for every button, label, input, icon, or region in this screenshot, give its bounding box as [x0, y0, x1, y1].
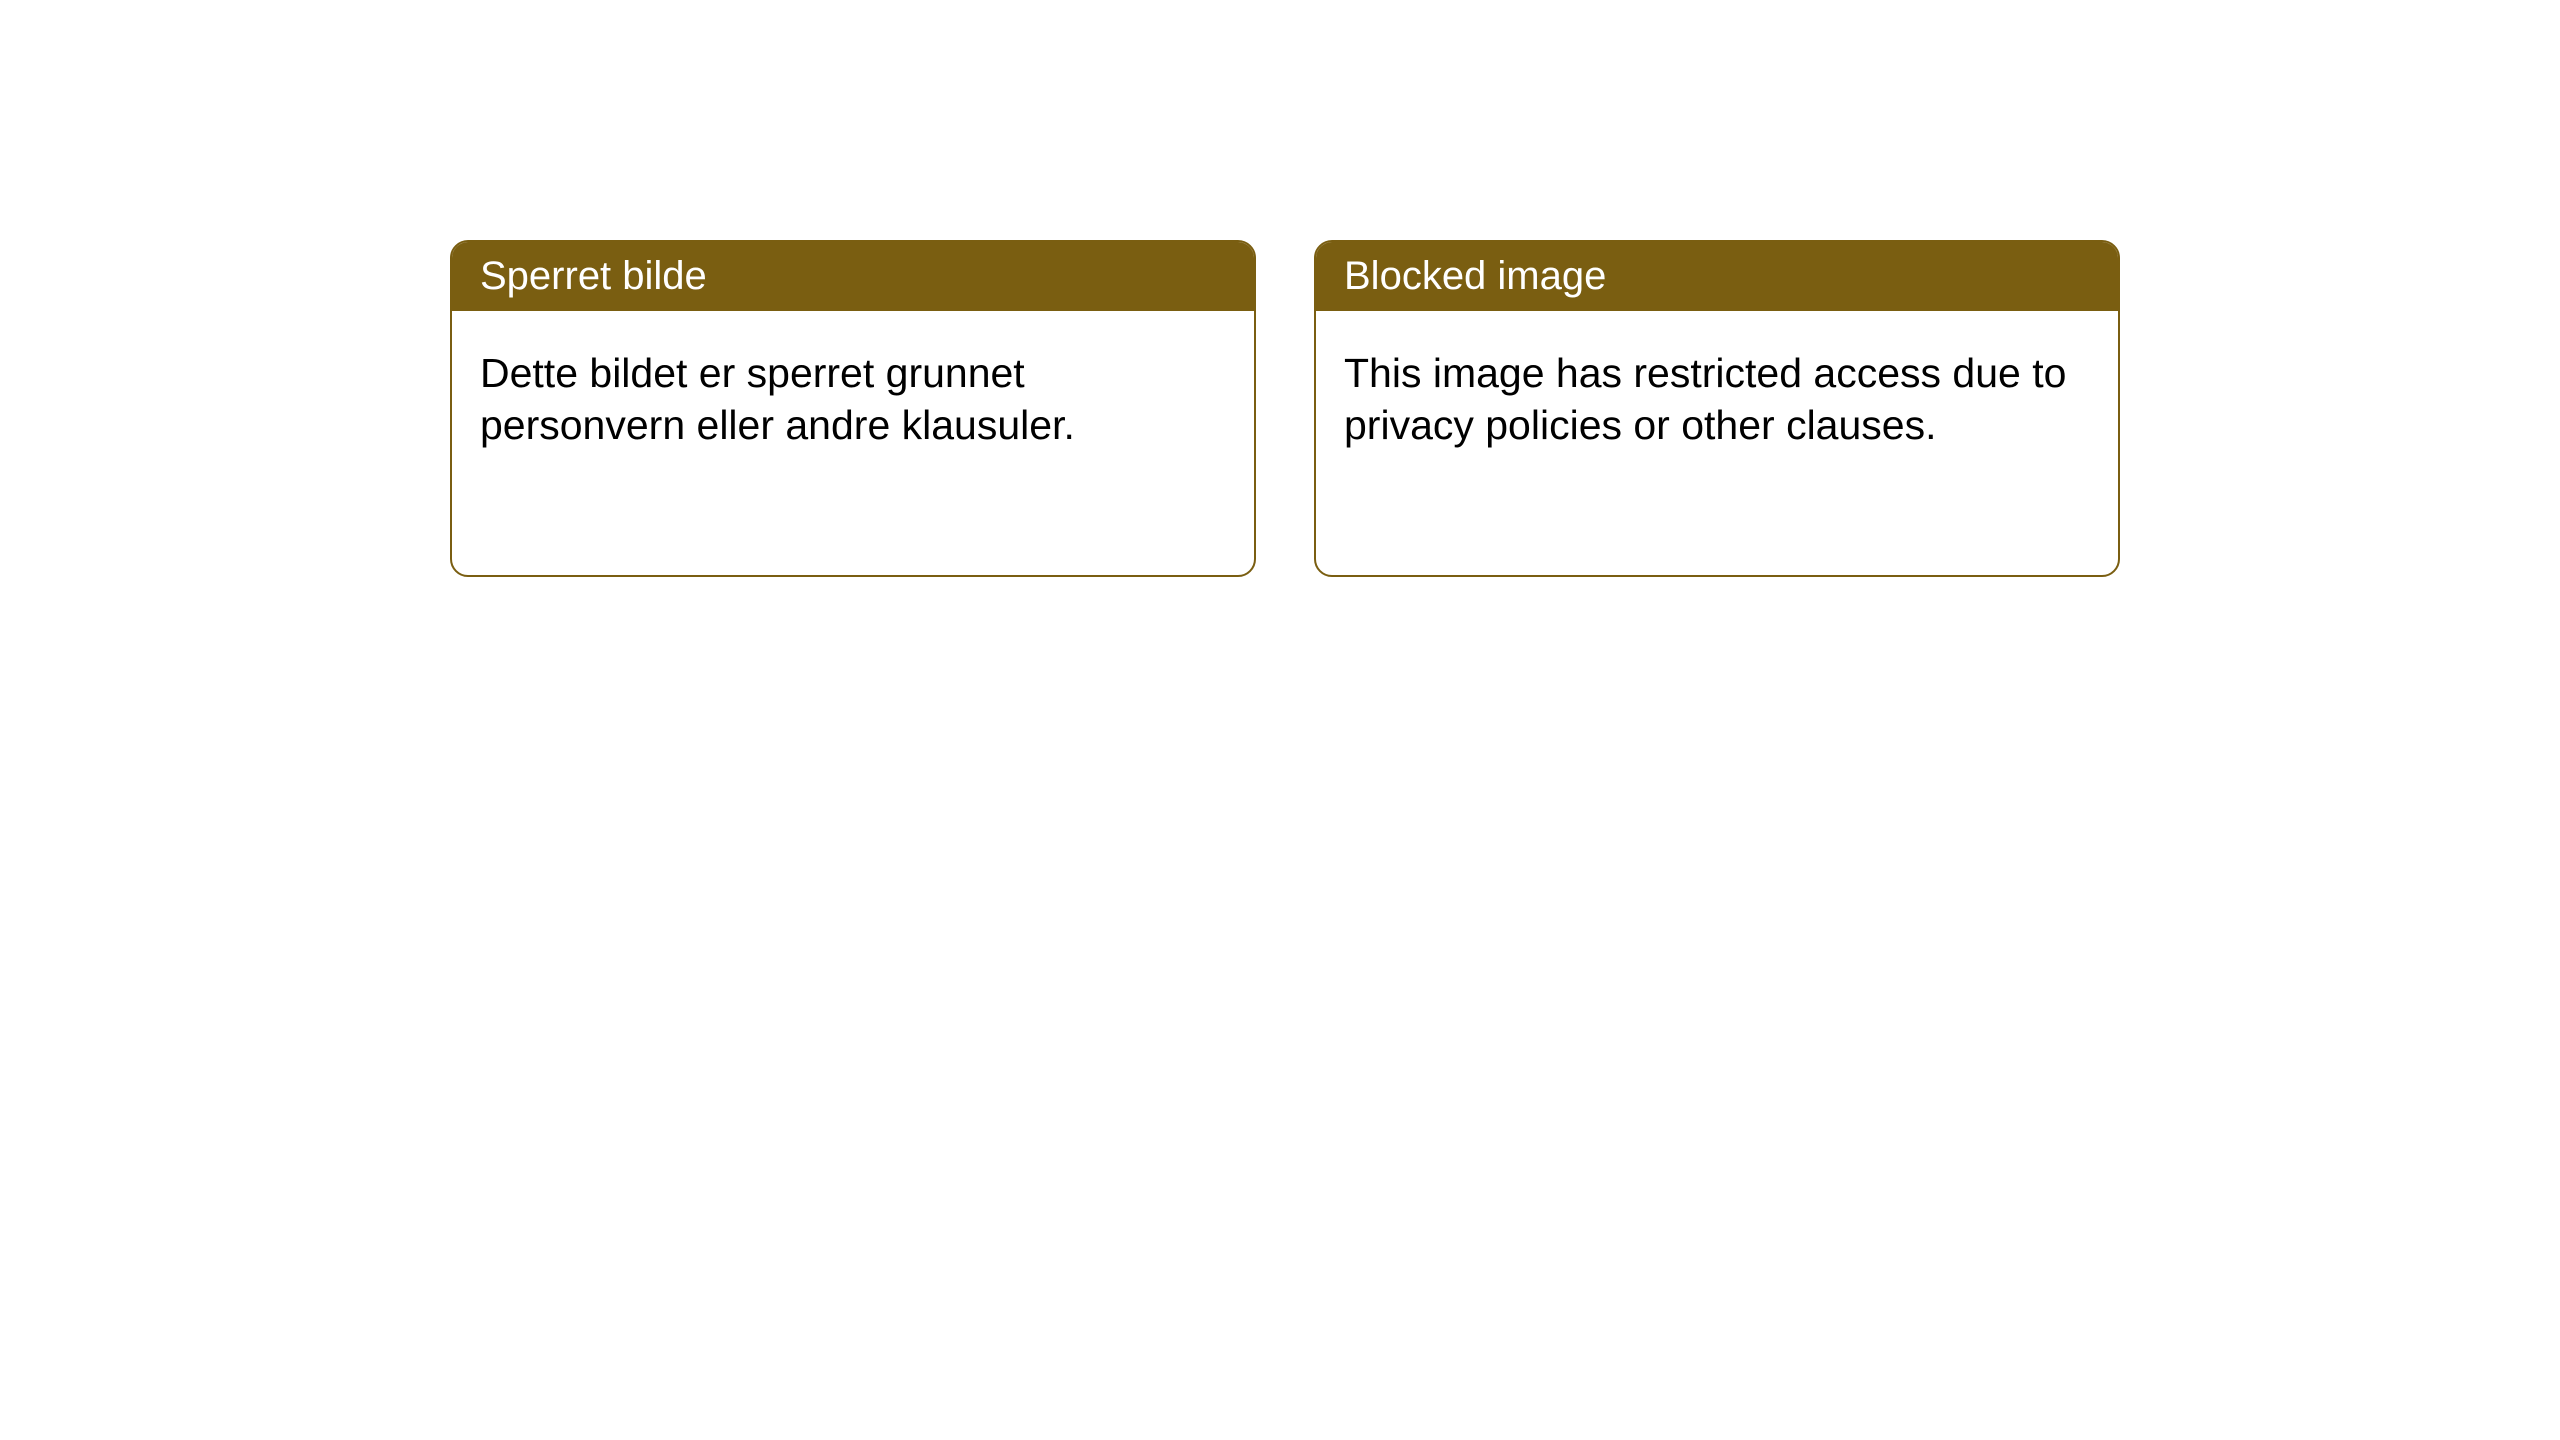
- notice-container: Sperret bilde Dette bildet er sperret gr…: [450, 240, 2120, 577]
- notice-body-text: This image has restricted access due to …: [1344, 350, 2066, 448]
- notice-title: Sperret bilde: [480, 254, 707, 298]
- notice-box-norwegian: Sperret bilde Dette bildet er sperret gr…: [450, 240, 1256, 577]
- notice-body-text: Dette bildet er sperret grunnet personve…: [480, 350, 1075, 448]
- notice-header: Blocked image: [1316, 242, 2118, 311]
- notice-box-english: Blocked image This image has restricted …: [1314, 240, 2120, 577]
- notice-body: Dette bildet er sperret grunnet personve…: [452, 311, 1254, 488]
- notice-title: Blocked image: [1344, 254, 1606, 298]
- notice-header: Sperret bilde: [452, 242, 1254, 311]
- notice-body: This image has restricted access due to …: [1316, 311, 2118, 488]
